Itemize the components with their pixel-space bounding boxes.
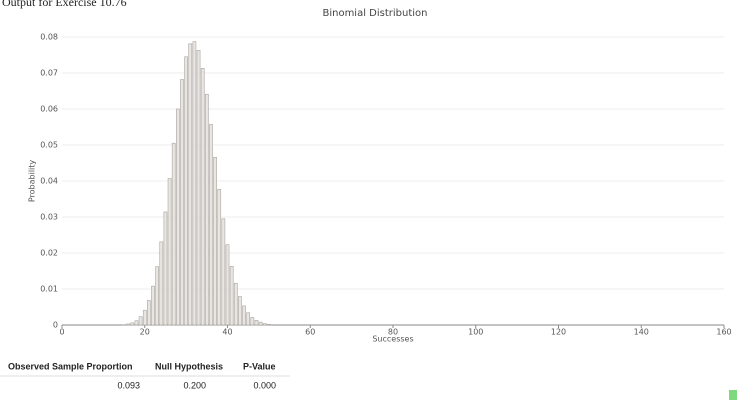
table-cell: 0.000 [253, 380, 276, 390]
bar [138, 316, 143, 326]
x-tick-label: 80 [388, 328, 398, 337]
x-tick-label: 100 [468, 328, 483, 337]
bar [242, 305, 246, 326]
bar [147, 300, 151, 326]
x-tick-label: 20 [140, 328, 150, 337]
bar [267, 323, 271, 326]
bar [167, 178, 172, 326]
bar [134, 320, 139, 326]
bar [204, 93, 209, 326]
bar [171, 142, 176, 326]
y-tick-label: 0.03 [40, 213, 58, 222]
bar [130, 322, 135, 326]
table-cell: 0.200 [183, 380, 206, 390]
x-axis-label: Successes [372, 335, 413, 344]
bar [254, 320, 259, 326]
bar [250, 317, 255, 326]
bar [238, 296, 242, 326]
y-tick-label: 0.01 [40, 285, 58, 294]
y-tick-label: 0 [53, 321, 58, 330]
y-tick-label: 0.04 [40, 177, 58, 186]
bar [225, 244, 230, 326]
y-tick-label: 0.06 [40, 105, 58, 114]
caption: Output for Exercise 10.76 [2, 0, 127, 9]
bar [142, 309, 147, 326]
bar [217, 188, 222, 326]
y-tick-label: 0.07 [40, 69, 58, 78]
bar [180, 79, 184, 326]
bar [246, 312, 251, 326]
bar [233, 282, 238, 326]
bar [258, 321, 263, 326]
x-tick-label: 60 [305, 328, 315, 337]
bar [151, 285, 155, 326]
bar [126, 323, 131, 326]
table-header: Null Hypothesis [155, 361, 223, 371]
y-tick-label: 0.02 [40, 249, 58, 258]
corner-mark [729, 390, 737, 400]
bar [159, 241, 164, 326]
x-tick-label: 40 [222, 328, 232, 337]
bar [262, 323, 267, 326]
bar [196, 50, 201, 326]
bar [184, 56, 188, 326]
x-tick-label: 120 [551, 328, 566, 337]
table-header: P-Value [243, 361, 276, 371]
bar [200, 68, 205, 326]
x-tick-label: 140 [634, 328, 649, 337]
bar [229, 266, 234, 326]
bar [188, 43, 193, 326]
bar [175, 108, 180, 326]
table-cell: 0.093 [117, 380, 140, 390]
bar [209, 124, 213, 326]
bar [213, 156, 217, 326]
y-tick-label: 0.08 [40, 33, 58, 42]
bar [155, 266, 160, 326]
x-tick-label: 160 [716, 328, 731, 337]
bar [192, 41, 197, 326]
x-tick-label: 0 [59, 328, 64, 337]
chart-title: Binomial Distribution [322, 8, 427, 19]
bar [221, 218, 226, 326]
y-axis-label: Probability [28, 160, 37, 203]
bar [163, 211, 168, 326]
y-tick-label: 0.05 [40, 141, 58, 150]
table-header: Observed Sample Proportion [8, 361, 133, 371]
